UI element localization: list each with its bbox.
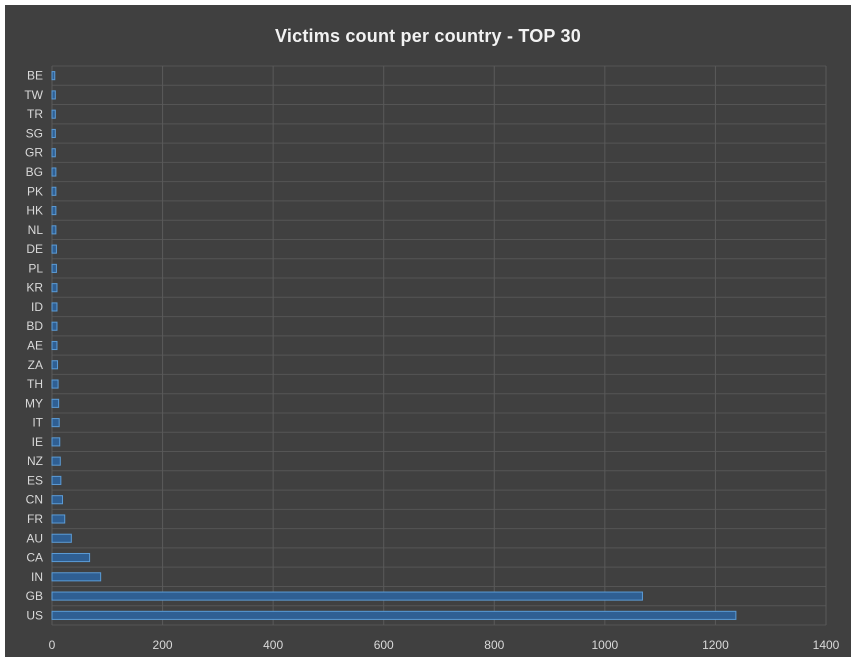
bar-my xyxy=(51,398,60,408)
bar-es xyxy=(51,475,62,485)
category-label-fr: FR xyxy=(27,512,43,526)
bar-pl xyxy=(51,263,57,273)
category-label-ae: AE xyxy=(27,339,43,353)
category-label-gb: GB xyxy=(26,589,43,603)
category-label-id: ID xyxy=(31,300,43,314)
category-label-bd: BD xyxy=(26,319,43,333)
x-tick-label: 400 xyxy=(263,638,283,652)
bar-hk xyxy=(51,206,57,216)
bar-tw xyxy=(51,90,56,100)
chart-area: Victims count per country - TOP 30 US GB I… xyxy=(5,5,851,657)
x-tick-label: 200 xyxy=(153,638,173,652)
bar-be xyxy=(51,71,56,81)
category-label-gr: GR xyxy=(25,146,43,160)
category-label-pk: PK xyxy=(27,184,43,198)
category-label-nl: NL xyxy=(28,223,44,237)
x-tick-label: 1400 xyxy=(813,638,840,652)
bar-id xyxy=(51,302,58,312)
category-label-th: TH xyxy=(27,377,43,391)
x-tick-label: 800 xyxy=(484,638,504,652)
bar-gb xyxy=(51,591,643,601)
bar-ie xyxy=(51,437,61,447)
bar-sg xyxy=(51,128,56,139)
category-labels: US GB IN CA AU FR CN ES NZ IE IT MY TH ZA AE BD ID KR PL DE… xyxy=(24,69,43,623)
x-tick-label: 600 xyxy=(374,638,394,652)
bar-gr xyxy=(51,148,56,158)
category-label-my: MY xyxy=(25,396,43,410)
category-label-tw: TW xyxy=(24,88,43,102)
bar-pk xyxy=(51,186,57,196)
bar-fr xyxy=(51,514,66,524)
bar-in xyxy=(51,572,102,582)
bar-nl xyxy=(51,225,57,235)
category-label-nz: NZ xyxy=(27,454,43,468)
bar-ca xyxy=(51,552,91,563)
bar-bd xyxy=(51,321,58,331)
category-label-za: ZA xyxy=(28,358,43,372)
bar-th xyxy=(51,379,59,389)
grid-layer xyxy=(51,65,827,626)
category-label-be: BE xyxy=(27,69,43,83)
x-tick-label: 0 xyxy=(49,638,56,652)
category-label-ca: CA xyxy=(26,551,43,565)
bar-bg xyxy=(51,167,57,177)
bar-za xyxy=(51,360,59,370)
bar-layer xyxy=(51,71,737,620)
category-label-it: IT xyxy=(32,416,43,430)
category-label-de: DE xyxy=(26,242,43,256)
category-label-in: IN xyxy=(31,570,43,584)
chart-title: Victims count per country - TOP 30 xyxy=(275,26,581,46)
category-label-es: ES xyxy=(27,473,43,487)
chart-plot: US GB IN CA AU FR CN ES NZ IE IT MY TH ZA AE BD ID KR PL DE… xyxy=(24,65,840,652)
x-tick-label: 1200 xyxy=(702,638,729,652)
bar-de xyxy=(51,244,57,254)
bar-us xyxy=(51,610,737,620)
category-label-au: AU xyxy=(26,531,43,545)
bar-ae xyxy=(51,340,58,351)
bar-cn xyxy=(51,495,64,505)
category-label-sg: SG xyxy=(26,126,43,140)
category-label-kr: KR xyxy=(26,281,43,295)
category-label-pl: PL xyxy=(28,261,43,275)
bar-kr xyxy=(51,283,58,293)
bar-au xyxy=(51,533,72,543)
x-tick-label: 1000 xyxy=(592,638,619,652)
category-label-ie: IE xyxy=(32,435,43,449)
category-label-tr: TR xyxy=(27,107,43,121)
category-label-bg: BG xyxy=(26,165,43,179)
category-label-cn: CN xyxy=(26,493,43,507)
bar-tr xyxy=(51,109,56,119)
bar-it xyxy=(51,418,60,428)
category-label-us: US xyxy=(26,608,43,622)
x-tick-labels: 0 200 400 600 800 1000 1200 1400 xyxy=(49,638,840,652)
bar-nz xyxy=(51,456,61,466)
category-label-hk: HK xyxy=(26,204,43,218)
